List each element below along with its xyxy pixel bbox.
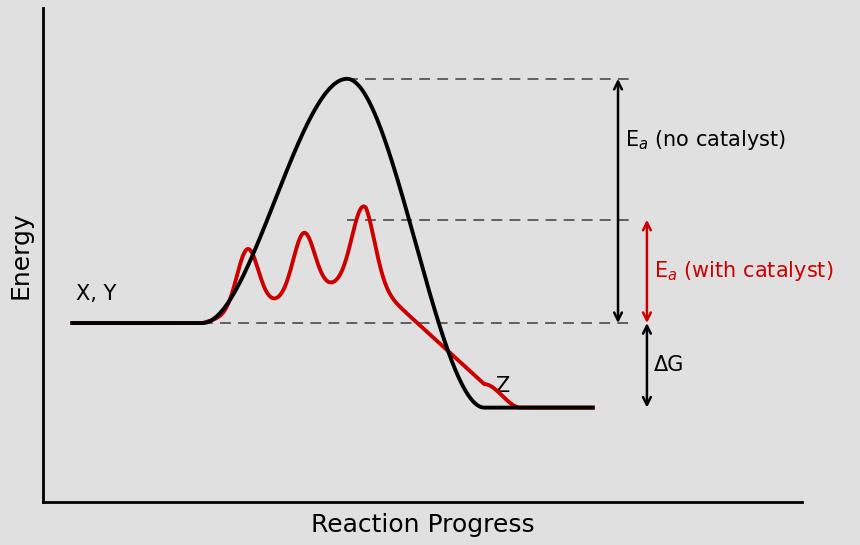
Text: ΔG: ΔG [654,355,685,376]
Text: Z: Z [495,376,509,396]
Text: X, Y: X, Y [76,284,116,304]
Text: E$_a$ (no catalyst): E$_a$ (no catalyst) [625,128,786,152]
X-axis label: Reaction Progress: Reaction Progress [311,513,535,537]
Y-axis label: Energy: Energy [9,211,33,299]
Text: E$_a$ (with catalyst): E$_a$ (with catalyst) [654,259,833,283]
